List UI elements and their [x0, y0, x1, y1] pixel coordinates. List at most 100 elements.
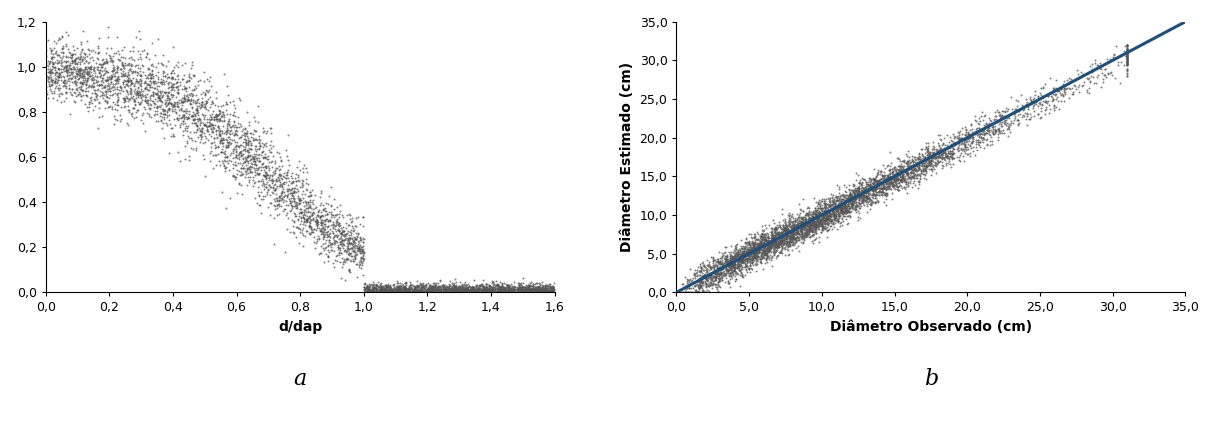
Point [71, 49, 90, 56]
Point [1040, 74, 1059, 81]
Point [753, 254, 772, 261]
Point [394, 287, 413, 294]
Point [786, 228, 805, 235]
Point [159, 84, 179, 90]
Point [410, 288, 429, 295]
Point [782, 224, 801, 231]
Point [90, 87, 109, 94]
Point [888, 180, 907, 187]
Point [444, 281, 463, 287]
Point [732, 259, 751, 266]
Point [779, 232, 799, 239]
Point [761, 240, 781, 247]
Point [281, 187, 300, 194]
Point [180, 73, 199, 80]
Point [705, 276, 725, 283]
Point [980, 141, 1000, 148]
Point [154, 73, 174, 80]
Point [839, 208, 858, 214]
Point [788, 229, 807, 235]
Point [704, 266, 724, 273]
Point [844, 193, 863, 200]
Point [330, 223, 349, 230]
Point [788, 225, 807, 232]
Point [899, 157, 918, 164]
Point [739, 239, 759, 246]
Point [465, 284, 484, 291]
Point [60, 74, 79, 81]
Point [993, 108, 1013, 114]
Point [293, 195, 313, 202]
Point [858, 174, 878, 181]
Point [706, 261, 726, 268]
Point [527, 288, 546, 295]
Point [423, 283, 443, 289]
Point [89, 34, 108, 41]
Point [499, 289, 518, 296]
Point [383, 288, 402, 295]
Point [1024, 102, 1043, 108]
Point [891, 160, 911, 167]
Point [111, 72, 130, 79]
Point [289, 200, 309, 207]
Point [891, 176, 911, 183]
Point [710, 269, 730, 276]
Point [741, 240, 760, 246]
Point [698, 272, 717, 279]
Point [747, 261, 766, 268]
Point [719, 267, 738, 273]
Point [407, 283, 427, 289]
Point [473, 284, 492, 291]
Point [840, 197, 860, 203]
Point [490, 286, 510, 293]
Point [810, 238, 829, 245]
Point [835, 205, 855, 211]
Point [407, 278, 427, 284]
Point [755, 248, 775, 255]
Point [745, 246, 765, 253]
Point [728, 262, 748, 269]
Point [491, 288, 511, 295]
Point [153, 51, 173, 58]
Point [1118, 50, 1137, 57]
Point [446, 285, 466, 292]
Point [263, 153, 282, 160]
Point [703, 263, 722, 270]
Point [274, 173, 293, 179]
Point [135, 47, 154, 54]
Point [157, 92, 176, 99]
Point [452, 281, 472, 288]
Point [106, 50, 125, 57]
Point [843, 199, 862, 206]
Point [130, 92, 150, 98]
Point [946, 141, 966, 147]
Point [772, 228, 792, 235]
Point [405, 288, 424, 295]
Point [691, 268, 710, 274]
Point [126, 89, 146, 96]
Point [344, 227, 364, 233]
Point [703, 254, 722, 261]
Point [244, 168, 264, 175]
Point [919, 157, 939, 164]
Point [719, 268, 738, 274]
Point [360, 286, 379, 293]
Point [522, 283, 541, 290]
Point [344, 238, 364, 245]
Point [872, 173, 891, 179]
Point [743, 247, 762, 254]
Point [751, 243, 771, 249]
Point [52, 62, 72, 69]
Point [772, 241, 792, 248]
Point [708, 274, 727, 281]
Point [766, 235, 786, 242]
Point [716, 266, 736, 273]
Point [796, 225, 816, 232]
Point [865, 198, 884, 205]
Point [686, 271, 705, 277]
Point [439, 283, 458, 289]
Point [97, 77, 117, 84]
Point [970, 138, 990, 145]
Point [142, 67, 162, 74]
Point [534, 282, 553, 289]
